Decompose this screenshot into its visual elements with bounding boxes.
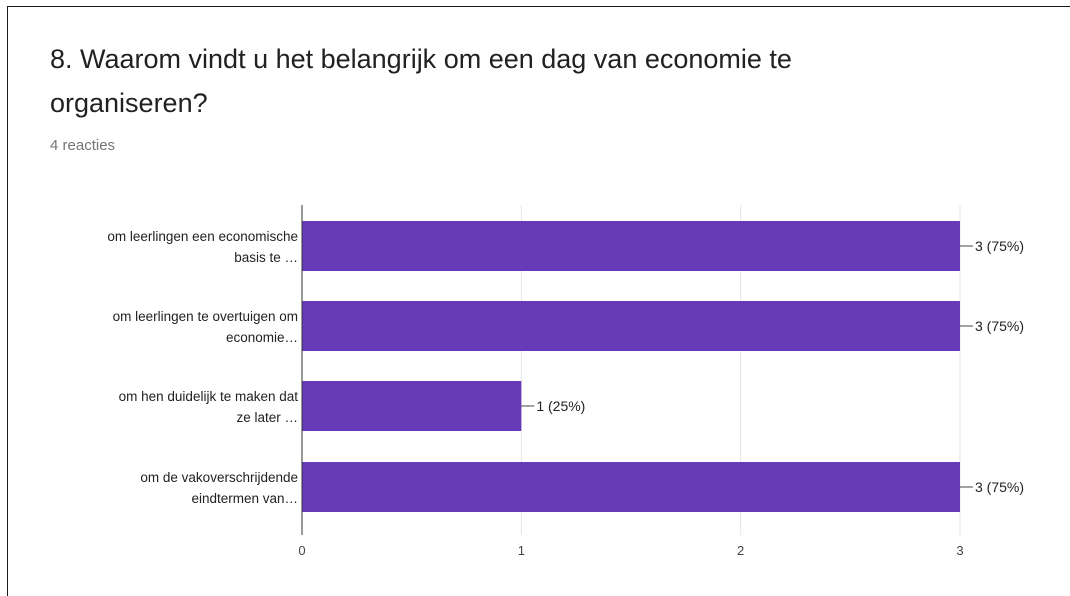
question-title: 8. Waarom vindt u het belangrijk om een … — [50, 44, 792, 118]
bar — [302, 381, 522, 431]
x-tick-label: 0 — [298, 543, 305, 558]
bar — [302, 221, 960, 271]
x-tick-label: 2 — [737, 543, 744, 558]
x-tick-label: 1 — [518, 543, 525, 558]
bar — [302, 462, 960, 512]
data-label: 1 (25%) — [536, 398, 585, 414]
category-label: om hen duidelijk te maken dat ze later … — [119, 389, 299, 425]
data-label: 3 (75%) — [975, 479, 1024, 495]
data-label: 3 (75%) — [975, 238, 1024, 254]
category-label: om leerlingen een economische basis te … — [107, 229, 298, 265]
bar — [302, 301, 960, 351]
response-count: 4 reacties — [50, 137, 116, 154]
x-tick-label: 3 — [956, 543, 963, 558]
category-label: om de vakoverschrijdende eindtermen van… — [140, 470, 298, 506]
category-label: om leerlingen te overtuigen om economie… — [113, 309, 298, 345]
data-label: 3 (75%) — [975, 318, 1024, 334]
